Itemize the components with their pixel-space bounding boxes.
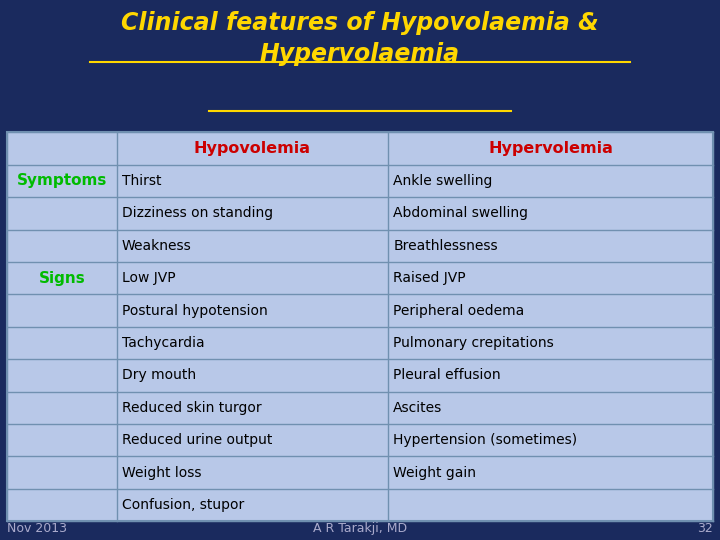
- Text: Raised JVP: Raised JVP: [393, 271, 466, 285]
- Text: Weight loss: Weight loss: [122, 465, 201, 480]
- Text: Hypovolemia: Hypovolemia: [194, 141, 311, 156]
- Text: Symptoms: Symptoms: [17, 173, 107, 188]
- Text: Nov 2013: Nov 2013: [7, 522, 67, 535]
- Text: Pleural effusion: Pleural effusion: [393, 368, 501, 382]
- Text: Dry mouth: Dry mouth: [122, 368, 196, 382]
- Text: Clinical features of Hypovolaemia &
Hypervolaemia: Clinical features of Hypovolaemia & Hype…: [121, 11, 599, 66]
- Text: Dizziness on standing: Dizziness on standing: [122, 206, 273, 220]
- Text: Reduced urine output: Reduced urine output: [122, 433, 272, 447]
- Text: Weight gain: Weight gain: [393, 465, 476, 480]
- Text: 32: 32: [697, 522, 713, 535]
- Text: Ascites: Ascites: [393, 401, 443, 415]
- Text: Signs: Signs: [38, 271, 85, 286]
- Text: Weakness: Weakness: [122, 239, 192, 253]
- Text: Peripheral oedema: Peripheral oedema: [393, 303, 524, 318]
- Text: A R Tarakji, MD: A R Tarakji, MD: [313, 522, 407, 535]
- Text: Postural hypotension: Postural hypotension: [122, 303, 267, 318]
- Text: Pulmonary crepitations: Pulmonary crepitations: [393, 336, 554, 350]
- Text: Reduced skin turgor: Reduced skin turgor: [122, 401, 261, 415]
- Text: Low JVP: Low JVP: [122, 271, 175, 285]
- Text: Breathlessness: Breathlessness: [393, 239, 498, 253]
- Text: Thirst: Thirst: [122, 174, 161, 188]
- Text: Abdominal swelling: Abdominal swelling: [393, 206, 528, 220]
- Text: Confusion, stupor: Confusion, stupor: [122, 498, 244, 512]
- Text: Hypervolemia: Hypervolemia: [488, 141, 613, 156]
- Text: Tachycardia: Tachycardia: [122, 336, 204, 350]
- Text: Hypertension (sometimes): Hypertension (sometimes): [393, 433, 577, 447]
- Text: Ankle swelling: Ankle swelling: [393, 174, 492, 188]
